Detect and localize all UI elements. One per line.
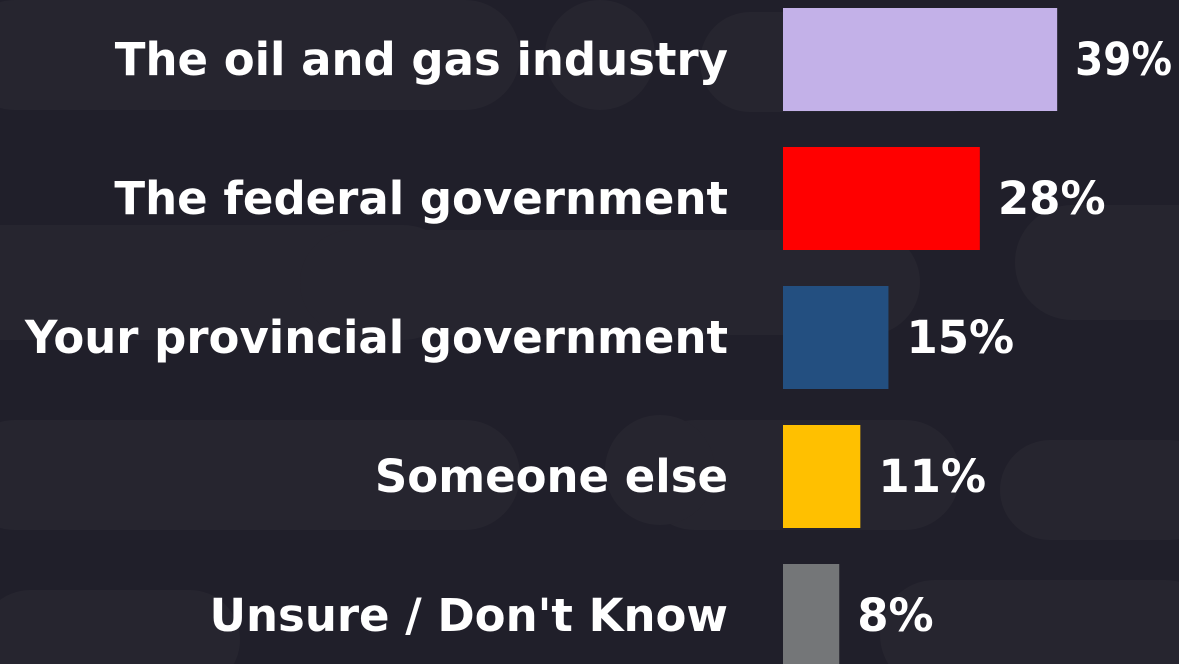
category-labels-group: The oil and gas industry The federal gove…	[24, 33, 728, 642]
value-label-2: 15%	[906, 311, 1014, 364]
bar-3	[783, 425, 861, 528]
category-label-0: The oil and gas industry	[115, 33, 728, 86]
value-label-3: 11%	[878, 450, 986, 503]
category-label-1: The federal government	[114, 172, 728, 225]
value-label-4: 8%	[857, 589, 933, 642]
category-label-4: Unsure / Don't Know	[209, 589, 728, 642]
bar-0	[783, 8, 1058, 111]
value-label-0: 39%	[1075, 33, 1172, 86]
bar-2	[783, 286, 889, 389]
category-label-2: Your provincial government	[24, 311, 728, 364]
bar-1	[783, 147, 980, 250]
category-label-3: Someone else	[375, 450, 728, 503]
bars-group	[783, 8, 1058, 664]
value-label-1: 28%	[998, 172, 1106, 225]
value-labels-group: 39% 28% 15% 11% 8%	[857, 33, 1172, 642]
bar-4	[783, 564, 840, 664]
